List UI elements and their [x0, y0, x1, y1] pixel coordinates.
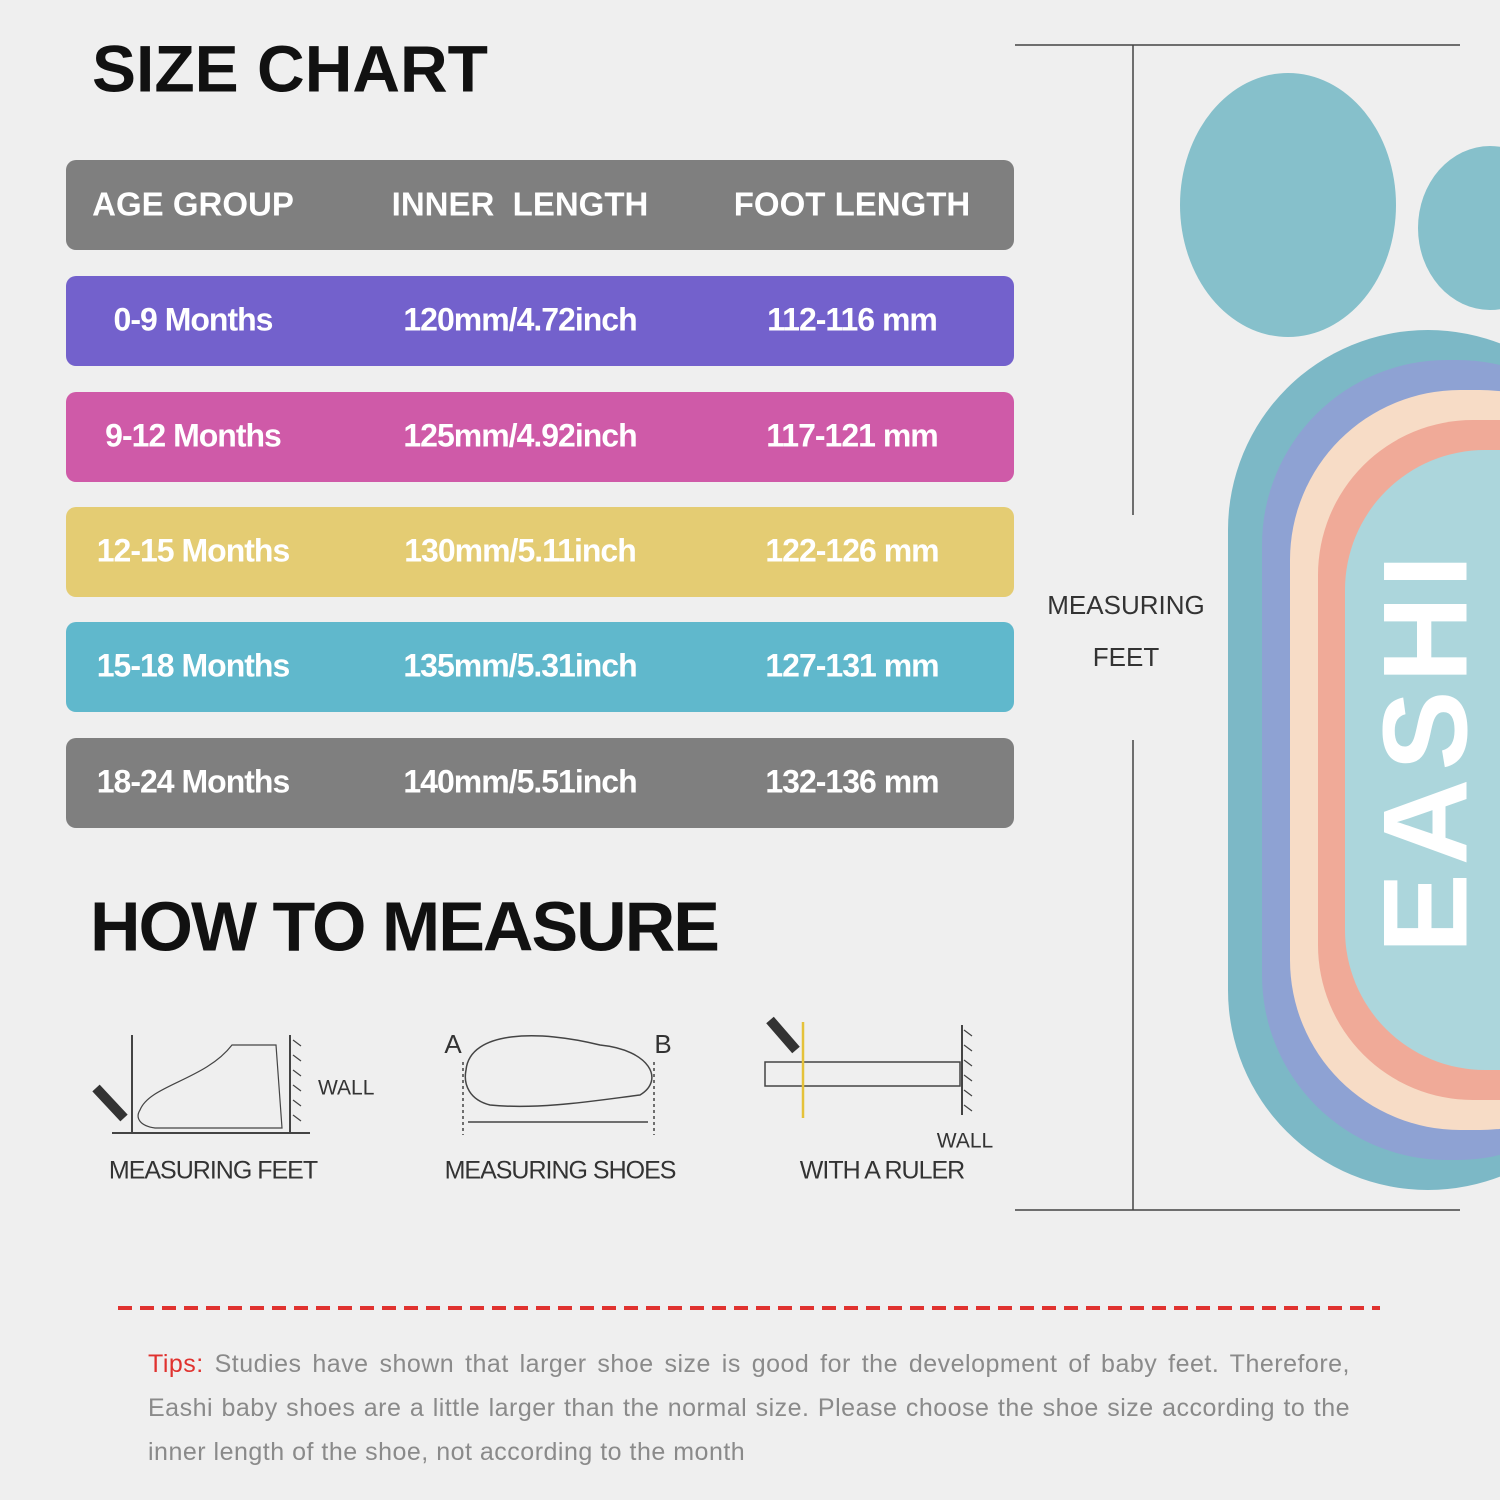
- step-caption: WITH A RULER: [800, 1157, 964, 1185]
- measure-feet-icon: [92, 1035, 310, 1134]
- measure-shoes-icon: [462, 1035, 655, 1135]
- table-cell: 15-18 Months: [97, 647, 290, 683]
- table-cell: 125mm/4.92inch: [403, 417, 636, 453]
- column-header: INNER LENGTH: [392, 186, 649, 223]
- ruler-icon: [764, 1016, 973, 1118]
- table-cell: 130mm/5.11inch: [404, 532, 635, 568]
- table-row: [66, 507, 1014, 597]
- table-cell: 9-12 Months: [105, 417, 281, 453]
- table-cell: 120mm/4.72inch: [403, 301, 636, 337]
- table-cell: 127-131 mm: [765, 647, 938, 683]
- table-row: [66, 738, 1014, 828]
- step-caption: MEASURING SHOES: [445, 1157, 676, 1185]
- table-cell: 122-126 mm: [765, 532, 938, 568]
- table-cell: 140mm/5.51inch: [403, 763, 636, 799]
- side-label: MEASURING: [1047, 590, 1204, 620]
- table-cell: 18-24 Months: [97, 763, 290, 799]
- section-title: HOW TO MEASURE: [90, 887, 718, 965]
- point-label: A: [444, 1029, 462, 1059]
- table-header: [66, 160, 1014, 250]
- column-header: AGE GROUP: [92, 186, 294, 223]
- wall-label: WALL: [937, 1130, 993, 1153]
- column-header: FOOT LENGTH: [734, 186, 970, 223]
- side-label: FEET: [1093, 642, 1160, 672]
- step-caption: MEASURING FEET: [109, 1157, 318, 1185]
- foot-graphic: EASHI: [1180, 73, 1500, 1190]
- table-cell: 132-136 mm: [765, 763, 938, 799]
- table-cell: 12-15 Months: [97, 532, 290, 568]
- table-row: [66, 276, 1014, 366]
- tips: Tips: Studies have shown that larger sho…: [148, 1342, 1350, 1474]
- table-cell: 112-116 mm: [767, 301, 937, 337]
- size-table: AGE GROUP INNER LENGTH FOOT LENGTH 0-9 Mont…: [66, 160, 1014, 828]
- wall-label: WALL: [318, 1077, 374, 1100]
- table-row: [66, 392, 1014, 482]
- table-cell: 117-121 mm: [766, 417, 937, 453]
- point-label: B: [654, 1029, 671, 1059]
- page-title: SIZE CHART: [92, 31, 488, 105]
- table-cell: 135mm/5.31inch: [403, 647, 636, 683]
- tips-label: Tips:: [148, 1350, 204, 1378]
- brand-logo: EASHI: [1359, 547, 1493, 954]
- tips-text: Studies have shown that larger shoe size…: [148, 1350, 1351, 1466]
- table-row: [66, 622, 1014, 712]
- table-cell: 0-9 Months: [114, 301, 273, 337]
